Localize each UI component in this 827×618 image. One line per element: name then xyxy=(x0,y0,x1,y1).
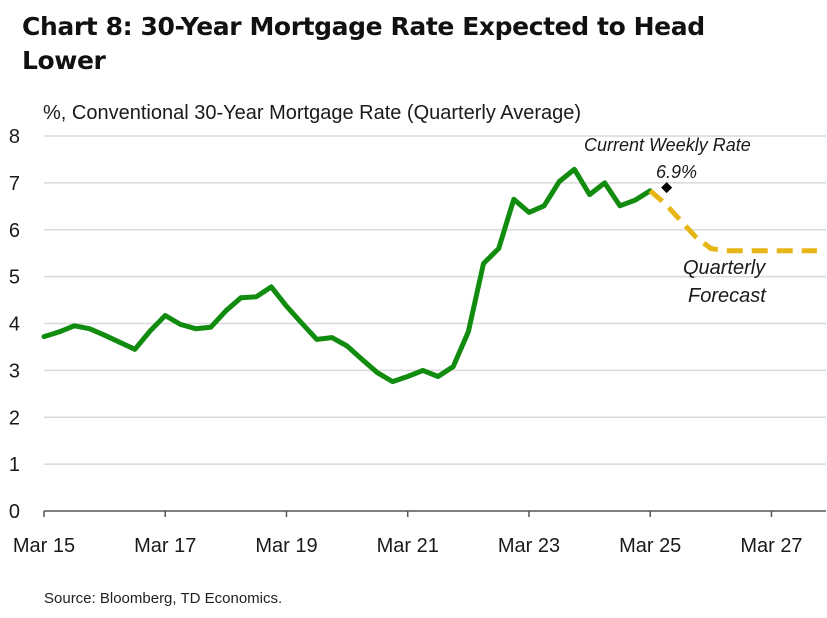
forecast-label-line1: Quarterly xyxy=(683,257,766,279)
chart-title: Chart 8: 30-Year Mortgage Rate Expected … xyxy=(22,12,705,75)
forecast-label-line2: Forecast xyxy=(688,285,767,307)
series-group xyxy=(41,166,817,385)
x-tick-label: Mar 25 xyxy=(619,535,681,557)
y-tick-label: 2 xyxy=(9,407,20,429)
y-tick-label: 7 xyxy=(9,173,20,195)
current-weekly-rate-marker xyxy=(661,182,673,194)
x-tick-label: Mar 27 xyxy=(740,535,802,557)
y-tick-label: 4 xyxy=(9,314,20,336)
current-weekly-rate-value: 6.9% xyxy=(656,162,697,182)
x-tick-label: Mar 21 xyxy=(377,535,439,557)
x-tick-label: Mar 15 xyxy=(13,535,75,557)
y-axis-ticks: 0 1 2 3 4 5 6 7 8 xyxy=(9,126,20,523)
x-tick-label: Mar 23 xyxy=(498,535,560,557)
source-note: Source: Bloomberg, TD Economics. xyxy=(44,590,283,607)
actual-series-line xyxy=(41,166,653,385)
y-tick-label: 6 xyxy=(9,220,20,242)
y-tick-label: 8 xyxy=(9,126,20,148)
x-axis-ticks: Mar 15 Mar 17 Mar 19 Mar 21 Mar 23 Mar 25 Mar … xyxy=(13,511,803,557)
x-tick-label: Mar 17 xyxy=(134,535,196,557)
y-tick-label: 3 xyxy=(9,360,20,382)
y-tick-label: 1 xyxy=(9,454,20,476)
y-tick-label: 0 xyxy=(9,501,20,523)
y-axis-label: %, Conventional 30-Year Mortgage Rate (Q… xyxy=(43,102,581,124)
y-tick-label: 5 xyxy=(9,267,20,289)
x-tick-label: Mar 19 xyxy=(255,535,317,557)
current-weekly-rate-label: Current Weekly Rate xyxy=(584,135,751,155)
forecast-series-line xyxy=(648,188,817,254)
gridlines xyxy=(44,135,826,465)
annotations: Current Weekly Rate 6.9% Quarterly Forec… xyxy=(584,135,767,307)
